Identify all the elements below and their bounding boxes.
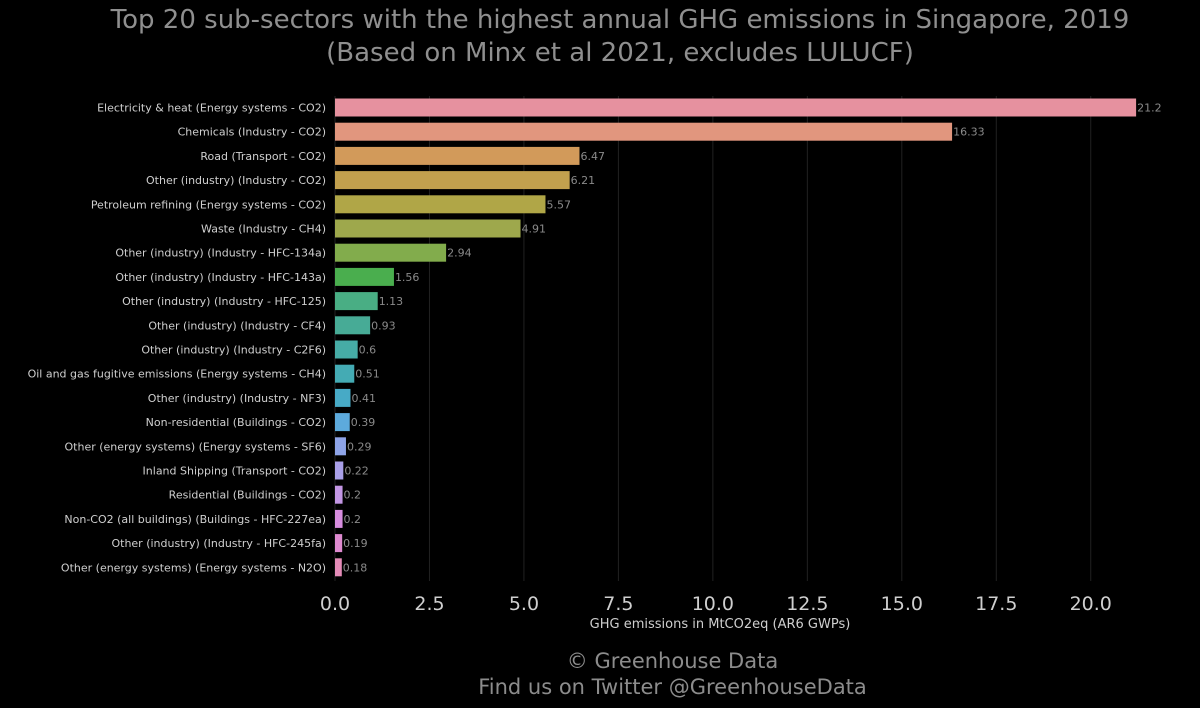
x-axis-label: GHG emissions in MtCO2eq (AR6 GWPs)	[590, 617, 851, 632]
category-label: Other (industry) (Industry - CO2)	[146, 174, 326, 187]
chart-title-line-2: (Based on Minx et al 2021, excludes LULU…	[326, 38, 914, 68]
bar-value-label: 0.93	[371, 319, 396, 332]
bar-value-label: 16.33	[953, 126, 985, 139]
bar-value-label: 6.47	[580, 150, 605, 163]
bar	[335, 292, 378, 311]
bar-value-label: 0.39	[351, 416, 376, 429]
bar-value-label: 21.2	[1137, 102, 1162, 115]
footer: © Greenhouse Data Find us on Twitter @Gr…	[0, 648, 1200, 700]
bar	[335, 122, 953, 141]
bar	[335, 195, 546, 214]
bar-value-label: 2.94	[447, 247, 472, 260]
bar-value-label: 0.19	[343, 537, 368, 550]
category-label: Non-residential (Buildings - CO2)	[146, 416, 326, 429]
x-tick-label: 7.5	[603, 593, 633, 615]
bar-value-label: 1.13	[379, 295, 404, 308]
bar	[335, 340, 358, 359]
category-label: Oil and gas fugitive emissions (Energy s…	[28, 368, 326, 381]
bar-value-label: 0.51	[355, 368, 380, 381]
x-tick-label: 5.0	[509, 593, 539, 615]
category-label: Non-CO2 (all buildings) (Buildings - HFC…	[64, 513, 326, 526]
x-tick-label: 20.0	[1070, 593, 1112, 615]
chart-title-line-1: Top 20 sub-sectors with the highest annu…	[110, 5, 1130, 35]
bar-value-label: 0.22	[344, 465, 369, 478]
category-label: Other (industry) (Industry - HFC-245fa)	[111, 537, 326, 550]
bar-value-label: 0.41	[351, 392, 376, 405]
category-label: Other (industry) (Industry - HFC-143a)	[115, 271, 326, 284]
bar-value-label: 6.21	[571, 174, 596, 187]
value-labels: 21.2 16.33 6.47 6.215.57 4.91 2.94 1.56 1.13 0.9…	[343, 102, 1162, 575]
bar	[335, 413, 350, 432]
bar	[335, 267, 394, 286]
x-tick-label: 17.5	[975, 593, 1017, 615]
category-labels: Electricity & heat (Energy systems - CO2…	[28, 102, 326, 575]
category-label: Petroleum refining (Energy systems - CO2…	[91, 198, 326, 211]
x-tick-label: 2.5	[414, 593, 444, 615]
bar-value-label: 1.56	[395, 271, 420, 284]
bar	[335, 98, 1137, 117]
chart-title: Top 20 sub-sectors with the highest annu…	[0, 4, 1200, 70]
bar	[335, 388, 351, 407]
category-label: Other (industry) (Industry - CF4)	[148, 319, 326, 332]
category-label: Waste (Industry - CH4)	[201, 223, 326, 236]
category-label: Electricity & heat (Energy systems - CO2…	[97, 102, 326, 115]
category-label: Inland Shipping (Transport - CO2)	[143, 465, 326, 478]
bar-value-label: 0.29	[347, 440, 372, 453]
category-label: Residential (Buildings - CO2)	[169, 489, 326, 502]
bar	[335, 364, 355, 383]
x-tick-label: 15.0	[881, 593, 923, 615]
bar	[335, 243, 447, 262]
x-axis-ticks: 0.0 2.5 5.0 7.5 10.0 12.5 15.0 17.5 20.0	[320, 593, 1112, 615]
bar	[335, 437, 346, 456]
bar	[335, 461, 344, 480]
bar	[335, 558, 342, 577]
category-label: Chemicals (Industry - CO2)	[178, 126, 326, 139]
bar-value-label: 0.2	[344, 513, 362, 526]
category-label: Other (industry) (Industry - C2F6)	[141, 344, 326, 357]
category-label: Road (Transport - CO2)	[200, 150, 326, 163]
bar	[335, 219, 521, 238]
bar-value-label: 5.57	[546, 198, 571, 211]
footer-twitter: Find us on Twitter @GreenhouseData	[478, 675, 867, 699]
category-label: Other (industry) (Industry - HFC-134a)	[115, 247, 326, 260]
bar	[335, 146, 580, 165]
category-label: Other (industry) (Industry - HFC-125)	[122, 295, 326, 308]
bar	[335, 534, 343, 553]
bar	[335, 316, 371, 335]
category-label: Other (energy systems) (Energy systems -…	[61, 561, 326, 574]
x-tick-label: 10.0	[692, 593, 734, 615]
category-label: Other (energy systems) (Energy systems -…	[65, 440, 327, 453]
bar	[335, 485, 343, 504]
bar-value-label: 0.2	[344, 489, 362, 502]
bar-value-label: 0.18	[343, 561, 368, 574]
bar-value-label: 0.6	[359, 344, 377, 357]
bar	[335, 509, 343, 528]
bar	[335, 171, 570, 190]
x-tick-label: 0.0	[320, 593, 350, 615]
footer-copyright: © Greenhouse Data	[566, 649, 779, 673]
category-label: Other (industry) (Industry - NF3)	[148, 392, 326, 405]
bar-value-label: 4.91	[522, 223, 547, 236]
bars	[335, 98, 1137, 577]
gridlines	[334, 96, 1092, 581]
x-tick-label: 12.5	[786, 593, 828, 615]
